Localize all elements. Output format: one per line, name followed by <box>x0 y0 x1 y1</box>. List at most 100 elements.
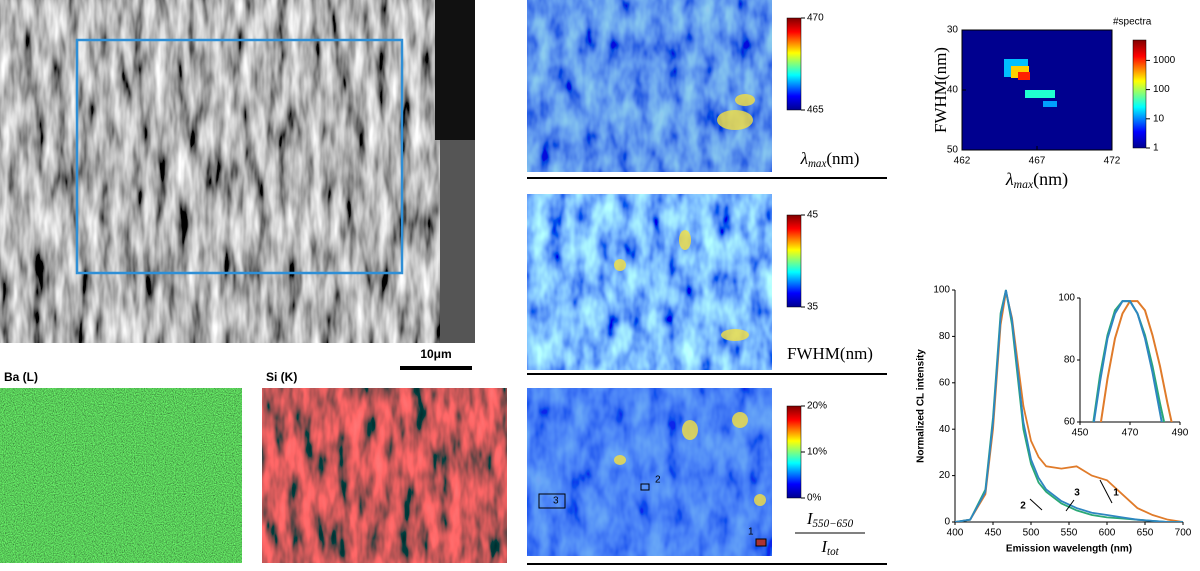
y-tick-label: 30 <box>947 25 959 36</box>
colorbar <box>786 17 802 111</box>
series-line <box>1099 300 1173 422</box>
map-spot <box>735 94 755 106</box>
map-spot <box>679 230 691 250</box>
colorbar-tick-label: 10 <box>1153 113 1165 124</box>
cl-map-texture <box>527 0 772 172</box>
colorbar-tick-label: 35 <box>807 302 819 313</box>
series-line <box>955 292 1184 522</box>
y-tick-label: 40 <box>947 85 959 96</box>
subscript: tot <box>827 546 840 558</box>
colorbar-tick-label: 465 <box>807 105 824 116</box>
symbol: I <box>806 509 814 528</box>
colorbar-tick-label: 20% <box>807 401 827 412</box>
edx-si-map <box>262 388 507 563</box>
colorbar-tick-label: 1 <box>1153 143 1159 154</box>
colorbar-tick-label: 45 <box>807 210 819 221</box>
map-spot <box>717 110 753 130</box>
edx-label: Si (K) <box>266 370 297 384</box>
sem-background <box>435 0 475 140</box>
plot-lines <box>1092 300 1173 422</box>
y-tick-label: 50 <box>947 145 959 156</box>
series-label: 1 <box>1113 488 1119 499</box>
roi-marker: 1 <box>748 527 754 538</box>
y-tick-label: 100 <box>1058 293 1075 304</box>
unit: (nm) <box>1033 169 1068 190</box>
y-tick-label: 80 <box>1064 355 1076 366</box>
map-spot <box>614 455 626 465</box>
y-axis-label: Normalized CL intensity <box>916 349 927 463</box>
axis-label: λmax(nm) <box>1005 169 1068 191</box>
symbol: λ <box>1005 169 1014 189</box>
axes <box>1079 298 1180 423</box>
roi-marker: 2 <box>655 475 661 486</box>
y-tick-label: 60 <box>939 377 951 388</box>
cl-map <box>527 194 772 370</box>
x-tick-label: 550 <box>1061 528 1078 539</box>
heatmap-cell <box>1043 101 1057 107</box>
axis-label: λmax(nm) <box>800 149 860 170</box>
leader-line <box>1029 498 1043 511</box>
map-spot <box>721 329 749 341</box>
series-label: 2 <box>1020 501 1026 512</box>
colorbar-tick-label: 10% <box>807 447 827 458</box>
x-tick-label: 472 <box>1104 156 1121 167</box>
series-line <box>1092 300 1166 422</box>
y-tick-label: 80 <box>939 331 951 342</box>
roi-box <box>755 538 767 547</box>
x-tick-label: 700 <box>1175 528 1192 539</box>
y-tick-label: 40 <box>939 424 951 435</box>
x-tick-label: 650 <box>1137 528 1154 539</box>
x-tick-label: 462 <box>954 156 971 167</box>
map-spot <box>732 412 748 428</box>
map-spot <box>682 420 698 440</box>
colorbar-tick-label: 100 <box>1153 84 1170 95</box>
axis-label: Itot <box>820 537 839 558</box>
cl-maps <box>527 0 887 565</box>
y-tick-label: 60 <box>1064 417 1076 428</box>
roi-box <box>640 483 650 491</box>
x-tick-label: 470 <box>1122 428 1139 439</box>
x-tick-label: 600 <box>1099 528 1116 539</box>
cl-map-texture <box>527 388 772 556</box>
colorbar-title: #spectra <box>1113 17 1152 28</box>
edx-ba-map <box>0 388 242 563</box>
unit: (nm) <box>826 149 859 168</box>
map-spot <box>614 259 626 271</box>
colorbar <box>786 214 802 308</box>
x-tick-label: 450 <box>1072 428 1089 439</box>
series-label: 3 <box>1074 488 1080 499</box>
subscript: 550−650 <box>813 518 854 530</box>
roi-marker: 3 <box>553 496 559 507</box>
x-tick-label: 490 <box>1172 428 1189 439</box>
plot-lines <box>955 289 1184 522</box>
colorbar-tick-label: 470 <box>807 13 824 24</box>
x-tick-label: 400 <box>947 528 964 539</box>
leader-line <box>1065 499 1075 512</box>
colorbar-tick-label: 1000 <box>1153 55 1176 66</box>
x-tick-label: 500 <box>1023 528 1040 539</box>
x-axis-label: Emission wavelength (nm) <box>1006 544 1132 555</box>
edx-label: Ba (L) <box>4 370 38 384</box>
x-tick-label: 450 <box>985 528 1002 539</box>
colorbar-tick-label: 0% <box>807 493 822 504</box>
roi-box <box>538 493 566 509</box>
y-tick-label: 100 <box>933 285 950 296</box>
axis-label: FWHM(nm) <box>787 344 873 363</box>
x-tick-label: 467 <box>1029 156 1046 167</box>
symbol: λ <box>800 149 808 168</box>
map-spot <box>754 494 766 506</box>
sem-texture <box>0 0 440 343</box>
colorbar <box>1132 39 1147 149</box>
symbol: I <box>820 537 828 556</box>
axis-label: I550−650 <box>806 509 854 530</box>
scale-label: 10μm <box>420 347 451 361</box>
leader-line <box>1099 479 1113 504</box>
heatmap-cell <box>1025 90 1055 98</box>
y-axis-label: FWHM(nm) <box>931 47 950 133</box>
series-line <box>955 289 1183 522</box>
colorbar <box>786 405 802 499</box>
region-box <box>75 38 404 275</box>
y-tick-label: 0 <box>944 517 950 528</box>
subscript: max <box>1014 178 1034 191</box>
